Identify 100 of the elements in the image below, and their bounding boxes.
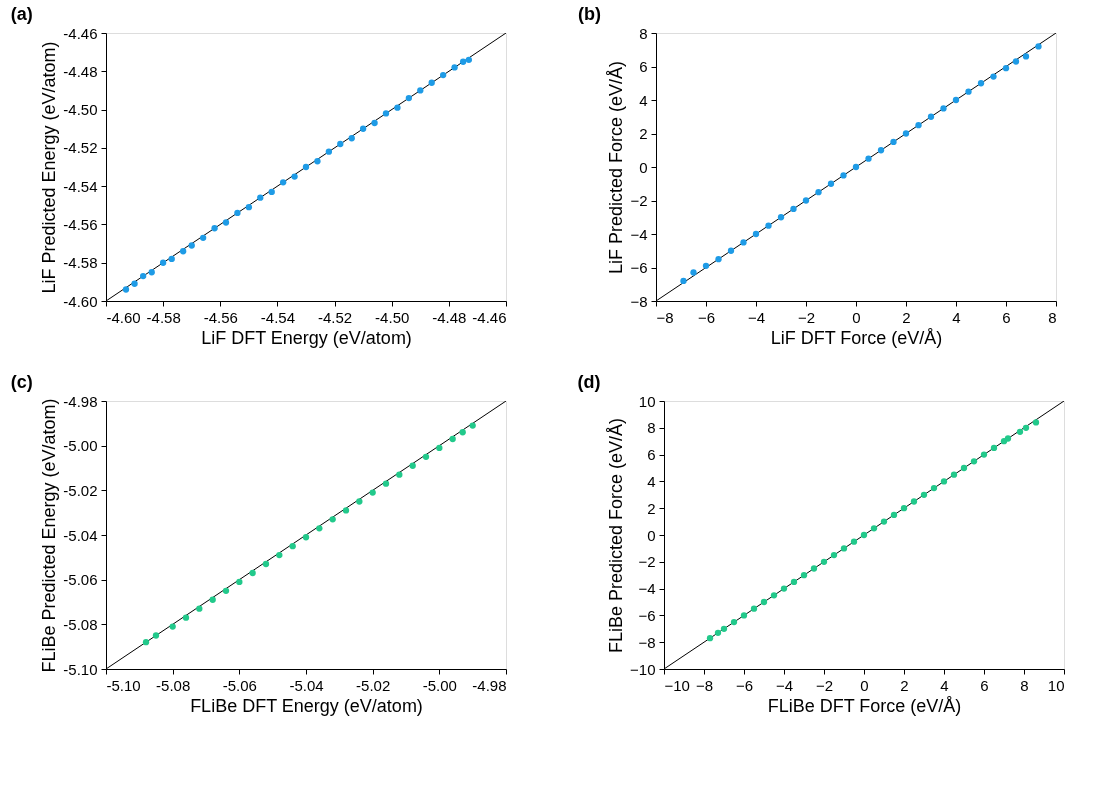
x-tick-label: -4.46 bbox=[472, 308, 507, 326]
x-tick-label: 2 bbox=[900, 676, 909, 694]
x-tick-label: -5.00 bbox=[422, 676, 457, 694]
y-axis-title: FLiBe Predicted Energy (eV/atom) bbox=[39, 398, 60, 673]
point bbox=[950, 471, 958, 478]
point bbox=[880, 518, 888, 525]
y-tick-label: −4 bbox=[630, 225, 648, 243]
x-tick-label: -5.04 bbox=[289, 676, 324, 694]
y-tick-label: -5.00 bbox=[63, 437, 98, 455]
point bbox=[800, 572, 808, 579]
point bbox=[910, 498, 918, 505]
point bbox=[765, 222, 772, 229]
chart-title: (a) bbox=[10, 4, 33, 24]
y-tick-label: 4 bbox=[647, 472, 656, 490]
point bbox=[890, 511, 898, 519]
point bbox=[977, 80, 985, 87]
y-tick-label: -5.06 bbox=[63, 571, 98, 589]
point bbox=[865, 155, 872, 162]
x-tick-label: 8 bbox=[1020, 676, 1029, 694]
x-tick-label: -4.58 bbox=[146, 308, 181, 326]
chart-title: (c) bbox=[10, 372, 33, 392]
point bbox=[702, 262, 710, 269]
point bbox=[714, 629, 722, 636]
point bbox=[952, 96, 960, 104]
x-axis-title: LiF DFT Force (eV/Å) bbox=[770, 327, 943, 348]
point bbox=[860, 531, 868, 539]
y-axis-title: LiF Predicted Force (eV/Å) bbox=[606, 60, 627, 275]
point bbox=[840, 172, 847, 179]
x-tick-label: -4.52 bbox=[317, 308, 353, 326]
point bbox=[820, 558, 828, 565]
point bbox=[940, 105, 947, 112]
point bbox=[965, 88, 972, 95]
point bbox=[690, 269, 697, 276]
point bbox=[760, 598, 768, 606]
point bbox=[1016, 428, 1024, 435]
chart-title: (d) bbox=[577, 372, 601, 392]
point bbox=[740, 239, 747, 246]
x-tick-label: -4.60 bbox=[106, 308, 141, 326]
point bbox=[1022, 53, 1030, 60]
point bbox=[706, 635, 714, 642]
chart-title: (b) bbox=[577, 4, 601, 24]
point bbox=[730, 618, 738, 626]
point bbox=[715, 255, 722, 263]
point bbox=[790, 205, 797, 213]
y-tick-label: 10 bbox=[638, 392, 656, 410]
y-tick-label: −4 bbox=[638, 580, 656, 598]
y-tick-label: 2 bbox=[647, 499, 656, 517]
y-tick-label: -5.04 bbox=[63, 526, 98, 544]
point bbox=[980, 451, 988, 458]
y-tick-label: 4 bbox=[639, 91, 648, 109]
point bbox=[790, 578, 798, 586]
y-tick-label: -5.02 bbox=[63, 481, 98, 499]
x-tick-label: -4.56 bbox=[203, 308, 238, 326]
point bbox=[900, 505, 908, 512]
point bbox=[815, 188, 822, 196]
y-tick-label: 0 bbox=[647, 526, 656, 544]
x-tick-label: -4.54 bbox=[260, 308, 296, 326]
x-tick-label: -5.10 bbox=[106, 676, 141, 694]
x-tick-label: -4.50 bbox=[375, 308, 410, 326]
y-tick-label: -4.60 bbox=[63, 292, 98, 310]
y-tick-label: −6 bbox=[630, 259, 648, 276]
y-axis-title: LiF Predicted Energy (eV/atom) bbox=[39, 41, 60, 294]
x-tick-label: 0 bbox=[860, 676, 869, 694]
point bbox=[1022, 424, 1030, 431]
point bbox=[1032, 419, 1040, 426]
y-tick-label: -4.54 bbox=[63, 177, 98, 195]
point bbox=[827, 180, 835, 187]
point bbox=[870, 525, 878, 532]
y-tick-label: -4.50 bbox=[63, 101, 98, 119]
x-tick-label: 2 bbox=[902, 308, 911, 326]
point bbox=[740, 612, 748, 619]
point bbox=[830, 551, 838, 559]
x-tick-label: −2 bbox=[797, 308, 816, 326]
y-tick-label: -4.98 bbox=[63, 392, 98, 410]
y-tick-label: 2 bbox=[639, 125, 648, 142]
point bbox=[930, 484, 938, 492]
point bbox=[1035, 43, 1042, 50]
y-tick-label: −2 bbox=[630, 192, 648, 209]
point bbox=[1012, 58, 1020, 65]
point bbox=[680, 277, 687, 285]
x-tick-label: -4.98 bbox=[472, 676, 507, 694]
y-tick-label: 8 bbox=[647, 419, 656, 437]
point bbox=[780, 585, 788, 592]
y-axis-title: FLiBe Predicted Force (eV/Å) bbox=[606, 417, 627, 654]
x-tick-label: 8 bbox=[1048, 308, 1057, 326]
point bbox=[802, 197, 810, 204]
x-tick-label: 4 bbox=[940, 676, 949, 694]
point bbox=[1004, 435, 1012, 442]
point bbox=[970, 458, 978, 465]
y-tick-label: −10 bbox=[630, 660, 656, 678]
point bbox=[877, 147, 885, 154]
y-tick-label: -4.56 bbox=[63, 215, 98, 233]
x-tick-label: -5.02 bbox=[356, 676, 391, 694]
point bbox=[770, 592, 778, 599]
x-tick-label: −8 bbox=[695, 676, 714, 694]
point bbox=[902, 130, 910, 137]
point bbox=[890, 138, 897, 146]
x-tick-label: -5.08 bbox=[156, 676, 191, 694]
x-tick-label: -4.48 bbox=[432, 308, 467, 326]
x-tick-label: −4 bbox=[775, 676, 794, 694]
